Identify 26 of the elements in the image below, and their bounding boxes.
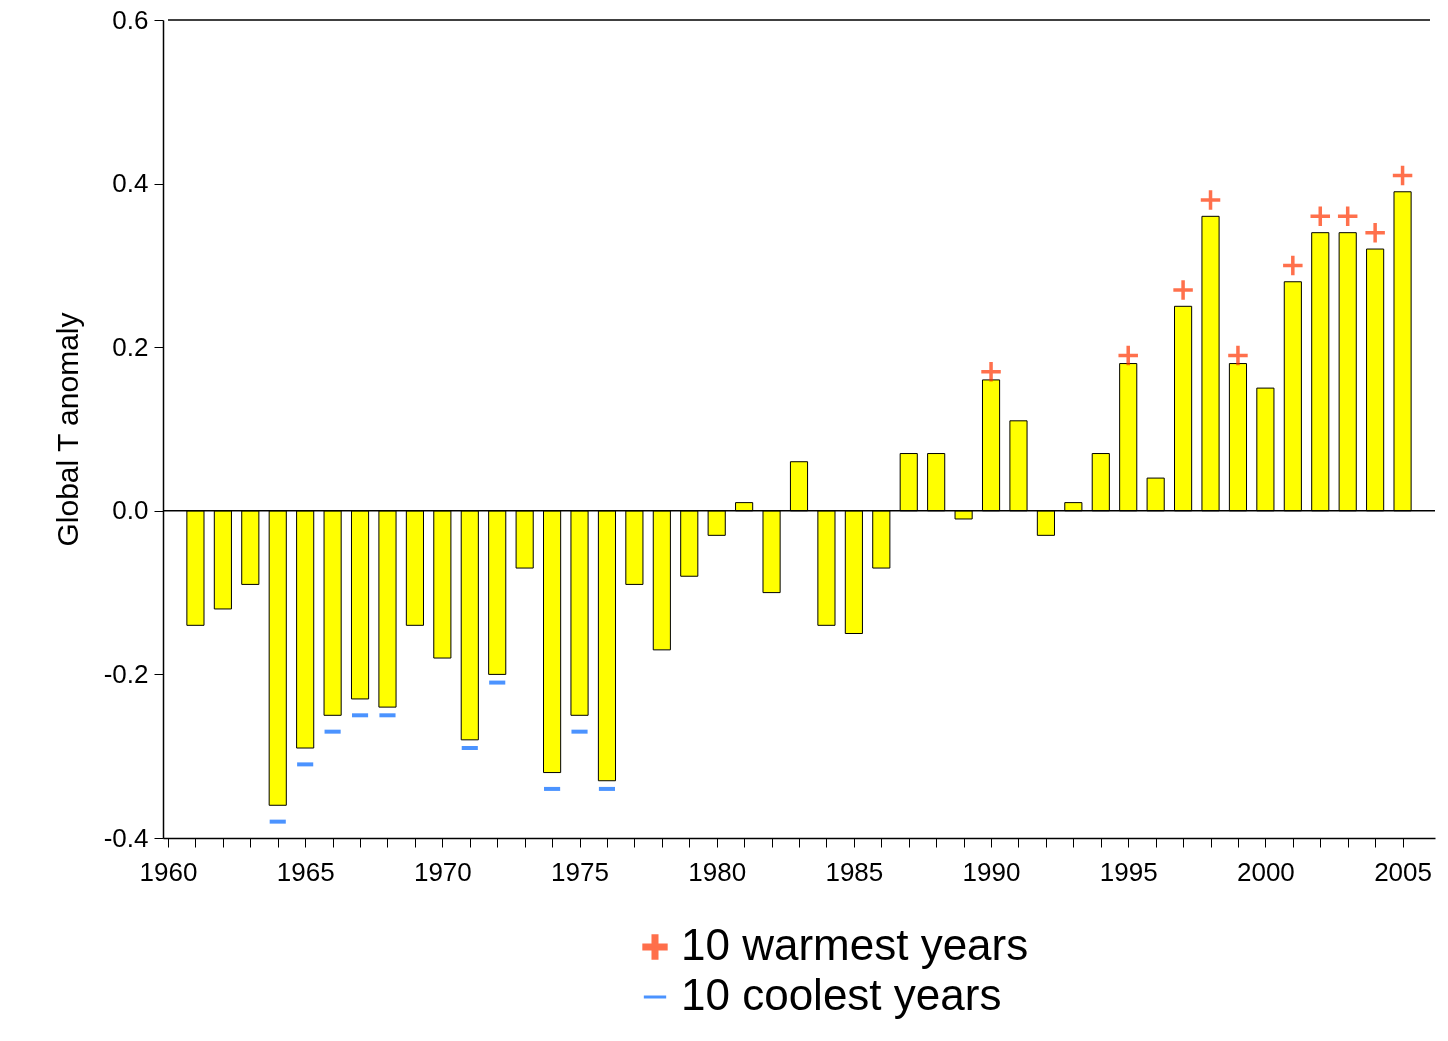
y-tick-label: 0.0 [112, 495, 149, 526]
y-tick-label: -0.4 [103, 822, 149, 853]
point [981, 361, 1001, 382]
point [1283, 255, 1303, 276]
x-tick-label: 1990 [962, 856, 1021, 887]
y-tick-label: -0.2 [103, 658, 149, 689]
y-tick-label: 0.2 [112, 331, 149, 362]
y-tick-label: 0.6 [112, 4, 149, 35]
x-tick-label: 2005 [1374, 856, 1432, 887]
y-axis-title: Global T anomaly [50, 312, 84, 547]
x-tick-label: 1965 [276, 856, 335, 887]
point [1365, 222, 1385, 243]
legend-label: 10 coolest years [681, 970, 1002, 1019]
x-tick-label: 1995 [1099, 856, 1158, 887]
x-tick-label: 2000 [1236, 856, 1295, 887]
point [1228, 345, 1248, 366]
x-tick-label: 1980 [688, 856, 747, 887]
x-tick-label: 1960 [139, 856, 198, 887]
x-tick-label: 1975 [551, 856, 609, 887]
x-tick-label: 1970 [413, 856, 472, 887]
point [1173, 280, 1193, 300]
y-tick-label: 0.4 [112, 168, 149, 199]
legend-label: 10 warmest years [681, 920, 1029, 969]
x-tick-label: 1985 [825, 856, 884, 887]
point [1200, 190, 1221, 210]
point [1118, 345, 1138, 366]
